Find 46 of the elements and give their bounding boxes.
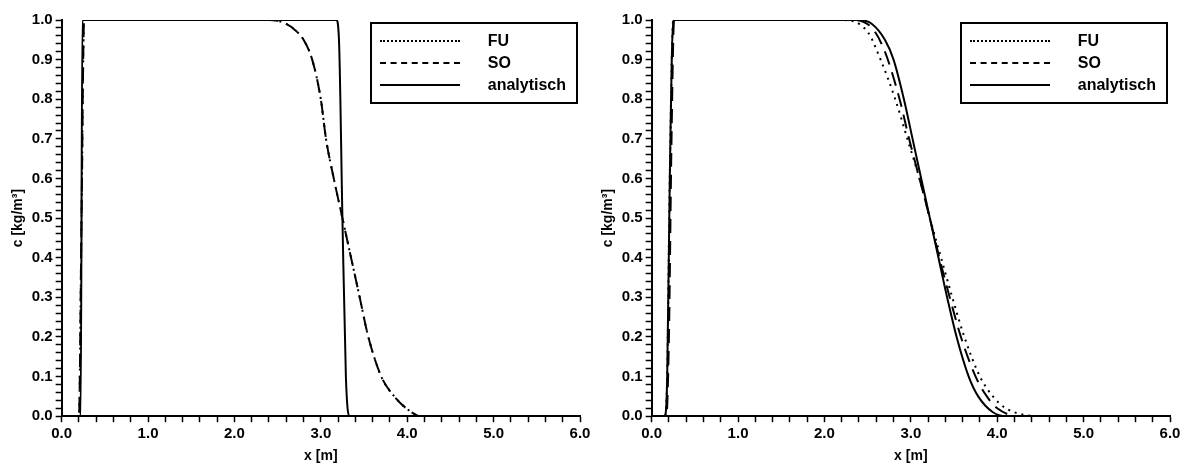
y-tick-label: 0.3 <box>31 287 53 305</box>
x-tick-label: 0.0 <box>641 424 663 442</box>
y-tick-label: 1.0 <box>621 10 643 28</box>
x-tick-label: 3.0 <box>900 424 922 442</box>
y-tick-label: 0.2 <box>31 327 53 345</box>
y-tick-label: 0.4 <box>31 247 54 265</box>
y-tick-label: 0.7 <box>31 129 53 146</box>
y-tick-label: 0.5 <box>31 208 53 226</box>
y-tick-label: 0.1 <box>31 366 53 384</box>
y-tick-label: 0.9 <box>31 49 53 67</box>
y-tick-label: 0.0 <box>31 406 53 424</box>
y-tick-label: 0.1 <box>621 366 643 384</box>
legend-label: analytisch <box>487 76 566 94</box>
legend-label: SO <box>487 54 511 72</box>
y-tick-label: 0.6 <box>31 168 53 186</box>
x-tick-label: 2.0 <box>814 424 835 442</box>
x-tick-label: 4.0 <box>396 424 418 442</box>
y-tick-label: 0.0 <box>621 406 643 424</box>
legend-label: FU <box>1077 32 1100 50</box>
legend-label: FU <box>487 32 510 50</box>
y-tick-label: 1.0 <box>31 10 53 28</box>
x-tick-label: 6.0 <box>1159 424 1181 442</box>
y-tick-label: 0.6 <box>621 168 643 186</box>
y-axis-title: c [kg/m³] <box>599 188 616 248</box>
x-tick-label: 1.0 <box>137 424 159 442</box>
x-tick-label: 5.0 <box>483 424 505 442</box>
y-tick-label: 0.8 <box>621 89 643 107</box>
x-axis-title: x [m] <box>894 447 928 464</box>
legend-label: SO <box>1077 54 1101 72</box>
y-tick-label: 0.4 <box>621 247 644 265</box>
y-tick-label: 0.2 <box>621 327 643 345</box>
x-tick-label: 6.0 <box>569 424 591 442</box>
y-axis-title: c [kg/m³] <box>9 188 26 248</box>
legend-label: analytisch <box>1077 76 1156 94</box>
y-tick-label: 0.3 <box>621 287 643 305</box>
y-tick-label: 0.5 <box>621 208 643 226</box>
x-tick-label: 1.0 <box>727 424 749 442</box>
x-tick-label: 2.0 <box>224 424 245 442</box>
x-tick-label: 5.0 <box>1073 424 1095 442</box>
x-tick-label: 0.0 <box>51 424 73 442</box>
x-tick-label: 4.0 <box>986 424 1008 442</box>
x-tick-label: 3.0 <box>310 424 332 442</box>
x-axis-title: x [m] <box>304 447 338 464</box>
y-tick-label: 0.9 <box>621 49 643 67</box>
y-tick-label: 0.8 <box>31 89 53 107</box>
y-tick-label: 0.7 <box>621 129 643 146</box>
